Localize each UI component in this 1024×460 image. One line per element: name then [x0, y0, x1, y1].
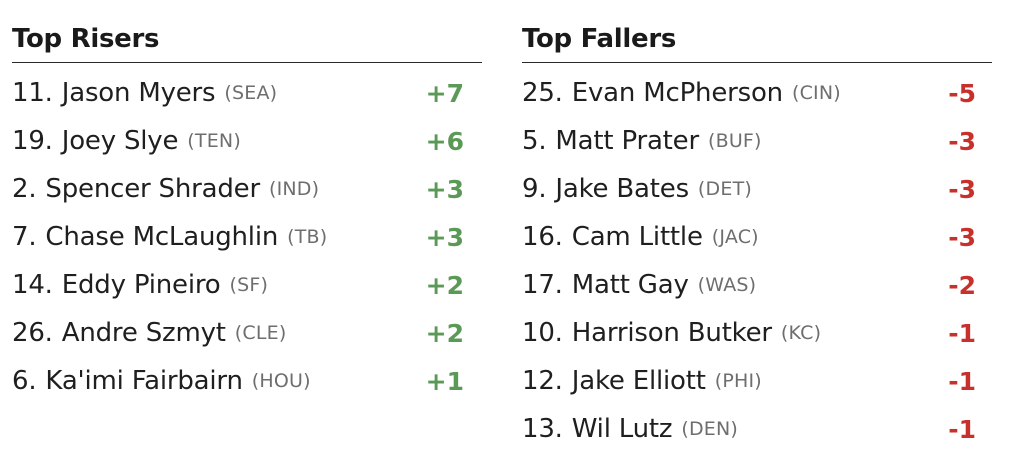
- faller-row: 10. Harrison Butker (KC) -1: [522, 309, 992, 357]
- rank-change: -5: [948, 78, 976, 108]
- riser-row: 26. Andre Szmyt (CLE) +2: [12, 309, 482, 357]
- top-risers-panel: Top Risers 11. Jason Myers (SEA) +7 19. …: [12, 22, 482, 405]
- rank-change: -1: [948, 414, 976, 444]
- team-abbrev: (CLE): [234, 322, 287, 344]
- rank-change: +2: [425, 318, 464, 348]
- player-name: Andre Szmyt: [61, 318, 226, 348]
- faller-row: 17. Matt Gay (WAS) -2: [522, 261, 992, 309]
- top-risers-list: 11. Jason Myers (SEA) +7 19. Joey Slye (…: [12, 69, 482, 405]
- player-name: Ka'imi Fairbairn: [45, 366, 243, 396]
- rank-change: -3: [948, 126, 976, 156]
- player-name: Spencer Shrader: [45, 174, 260, 204]
- rank-label: 19.: [12, 126, 53, 156]
- rank-label: 25.: [522, 78, 563, 108]
- rank-label: 6.: [12, 366, 37, 396]
- team-abbrev: (WAS): [697, 274, 757, 296]
- riser-row: 19. Joey Slye (TEN) +6: [12, 117, 482, 165]
- top-fallers-list: 25. Evan McPherson (CIN) -5 5. Matt Prat…: [522, 69, 992, 453]
- riser-row: 14. Eddy Pineiro (SF) +2: [12, 261, 482, 309]
- team-abbrev: (CIN): [791, 82, 841, 104]
- riser-row: 7. Chase McLaughlin (TB) +3: [12, 213, 482, 261]
- team-abbrev: (JAC): [711, 226, 759, 248]
- team-abbrev: (SF): [229, 274, 269, 296]
- rank-change: +3: [425, 174, 464, 204]
- player-name: Jake Elliott: [571, 366, 706, 396]
- faller-row: 13. Wil Lutz (DEN) -1: [522, 405, 992, 453]
- faller-row: 9. Jake Bates (DET) -3: [522, 165, 992, 213]
- team-abbrev: (PHI): [714, 370, 762, 392]
- rank-change: -2: [948, 270, 976, 300]
- rank-label: 9.: [522, 174, 547, 204]
- team-abbrev: (DET): [697, 178, 752, 200]
- team-abbrev: (HOU): [251, 370, 311, 392]
- rank-label: 10.: [522, 318, 563, 348]
- top-risers-divider: [12, 62, 482, 63]
- player-name: Joey Slye: [61, 126, 179, 156]
- rank-label: 13.: [522, 414, 563, 444]
- faller-row: 5. Matt Prater (BUF) -3: [522, 117, 992, 165]
- faller-row: 25. Evan McPherson (CIN) -5: [522, 69, 992, 117]
- team-abbrev: (BUF): [707, 130, 762, 152]
- riser-row: 6. Ka'imi Fairbairn (HOU) +1: [12, 357, 482, 405]
- team-abbrev: (TB): [287, 226, 328, 248]
- rank-label: 16.: [522, 222, 563, 252]
- riser-row: 11. Jason Myers (SEA) +7: [12, 69, 482, 117]
- rank-label: 11.: [12, 78, 53, 108]
- player-name: Jason Myers: [61, 78, 216, 108]
- rank-change: -1: [948, 318, 976, 348]
- rank-label: 14.: [12, 270, 53, 300]
- rank-change: -3: [948, 222, 976, 252]
- player-name: Jake Bates: [555, 174, 689, 204]
- top-fallers-title: Top Fallers: [522, 24, 677, 54]
- rank-change: -1: [948, 366, 976, 396]
- rank-change: +7: [425, 78, 464, 108]
- rank-change: +3: [425, 222, 464, 252]
- player-name: Matt Prater: [555, 126, 699, 156]
- riser-row: 2. Spencer Shrader (IND) +3: [12, 165, 482, 213]
- rank-change: -3: [948, 174, 976, 204]
- rank-label: 2.: [12, 174, 37, 204]
- player-name: Cam Little: [571, 222, 703, 252]
- team-abbrev: (TEN): [187, 130, 241, 152]
- top-fallers-divider: [522, 62, 992, 63]
- team-abbrev: (DEN): [681, 418, 739, 440]
- faller-row: 12. Jake Elliott (PHI) -1: [522, 357, 992, 405]
- player-name: Matt Gay: [571, 270, 689, 300]
- team-abbrev: (SEA): [224, 82, 278, 104]
- top-risers-title: Top Risers: [12, 24, 160, 54]
- rank-label: 5.: [522, 126, 547, 156]
- rank-label: 26.: [12, 318, 53, 348]
- faller-row: 16. Cam Little (JAC) -3: [522, 213, 992, 261]
- rank-change: +6: [425, 126, 464, 156]
- rank-change: +1: [425, 366, 464, 396]
- player-name: Wil Lutz: [571, 414, 673, 444]
- player-name: Evan McPherson: [571, 78, 783, 108]
- rank-label: 12.: [522, 366, 563, 396]
- team-abbrev: (KC): [780, 322, 822, 344]
- rank-label: 17.: [522, 270, 563, 300]
- player-name: Eddy Pineiro: [61, 270, 221, 300]
- rank-change: +2: [425, 270, 464, 300]
- rank-label: 7.: [12, 222, 37, 252]
- top-fallers-panel: Top Fallers 25. Evan McPherson (CIN) -5 …: [522, 22, 992, 453]
- player-name: Chase McLaughlin: [45, 222, 279, 252]
- player-name: Harrison Butker: [571, 318, 772, 348]
- team-abbrev: (IND): [268, 178, 320, 200]
